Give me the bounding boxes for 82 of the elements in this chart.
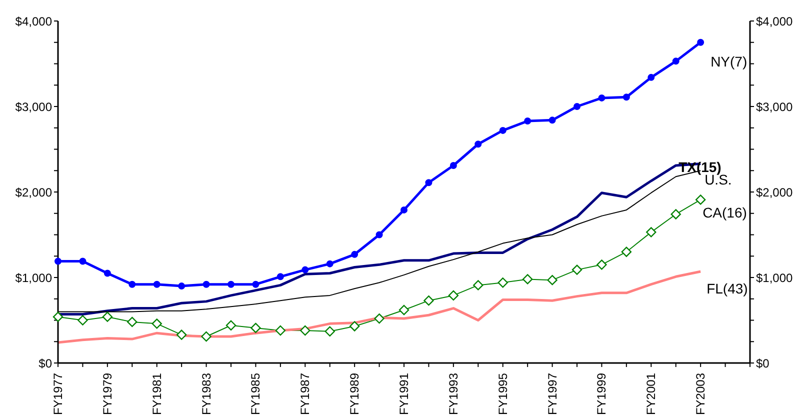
- point: [398, 304, 410, 316]
- point: [547, 274, 558, 286]
- y-tick-label: $0: [38, 356, 52, 370]
- x-tick-label: FY1989: [348, 372, 362, 416]
- point: [448, 290, 459, 301]
- y-tick-label: $3,000: [15, 100, 52, 114]
- point: [228, 280, 234, 288]
- x-tick-label: FY1981: [150, 372, 164, 416]
- point: [473, 280, 484, 290]
- point: [351, 250, 358, 258]
- point: [202, 280, 210, 288]
- point: [201, 331, 212, 342]
- x-tick-label: FY2003: [694, 372, 708, 416]
- point: [548, 116, 556, 124]
- point: [424, 295, 434, 306]
- point: [79, 258, 86, 265]
- point: [300, 325, 310, 336]
- point: [400, 206, 408, 214]
- point: [324, 326, 335, 336]
- point: [178, 282, 186, 290]
- point: [522, 274, 533, 284]
- point: [276, 273, 284, 280]
- series-label: FL(43): [706, 280, 748, 297]
- point: [250, 322, 261, 334]
- point: [670, 209, 681, 220]
- point: [598, 94, 606, 102]
- point: [425, 179, 432, 186]
- y-tick-label: $4,000: [15, 14, 52, 28]
- y2-tick-label: $4,000: [756, 14, 794, 28]
- x-tick-label: FY1999: [594, 372, 609, 416]
- point: [498, 278, 508, 288]
- point: [275, 325, 286, 336]
- point: [374, 313, 384, 324]
- point: [127, 316, 138, 328]
- point: [52, 312, 64, 322]
- point: [474, 140, 482, 148]
- point: [596, 260, 607, 270]
- point: [646, 227, 656, 238]
- line-series: [56, 270, 702, 344]
- point: [78, 315, 88, 326]
- point: [450, 162, 457, 169]
- y2-tick-label: $2,000: [756, 185, 794, 200]
- y2-tick-label: $0: [756, 356, 770, 370]
- point: [302, 266, 309, 274]
- x-tick-label: FY1979: [100, 372, 114, 416]
- point: [621, 246, 632, 257]
- point: [574, 103, 580, 110]
- y-tick-label: $1,000: [15, 270, 52, 285]
- point: [252, 280, 260, 288]
- point: [697, 38, 704, 46]
- point: [152, 318, 162, 329]
- point: [622, 94, 630, 101]
- series-label: CA(16): [702, 204, 747, 221]
- point: [102, 312, 113, 322]
- point: [672, 58, 680, 65]
- x-tick-label: FY1997: [545, 372, 560, 416]
- point: [524, 118, 532, 125]
- point: [648, 74, 655, 81]
- y2-tick-label: $1,000: [756, 270, 794, 285]
- series-label: NY(7): [710, 53, 748, 70]
- point: [176, 330, 187, 340]
- x-tick-label: FY2001: [644, 372, 658, 416]
- y-tick-label: $2,000: [15, 185, 52, 200]
- point: [153, 280, 160, 288]
- y2-tick-label: $3,000: [756, 100, 794, 114]
- x-tick-label: FY1995: [496, 372, 510, 416]
- x-tick-label: FY1987: [298, 372, 312, 416]
- point: [695, 194, 706, 205]
- point: [572, 264, 582, 275]
- x-tick-label: FY1983: [199, 372, 214, 416]
- x-tick-label: FY1977: [51, 372, 65, 416]
- point: [376, 231, 383, 238]
- point: [104, 270, 111, 277]
- point: [128, 280, 136, 288]
- point: [326, 260, 334, 268]
- point: [349, 321, 360, 332]
- point: [499, 126, 506, 134]
- point: [54, 258, 62, 265]
- point: [226, 320, 236, 330]
- x-tick-label: FY1991: [397, 372, 411, 416]
- x-tick-label: FY1993: [446, 372, 460, 416]
- x-tick-label: FY1985: [248, 372, 263, 416]
